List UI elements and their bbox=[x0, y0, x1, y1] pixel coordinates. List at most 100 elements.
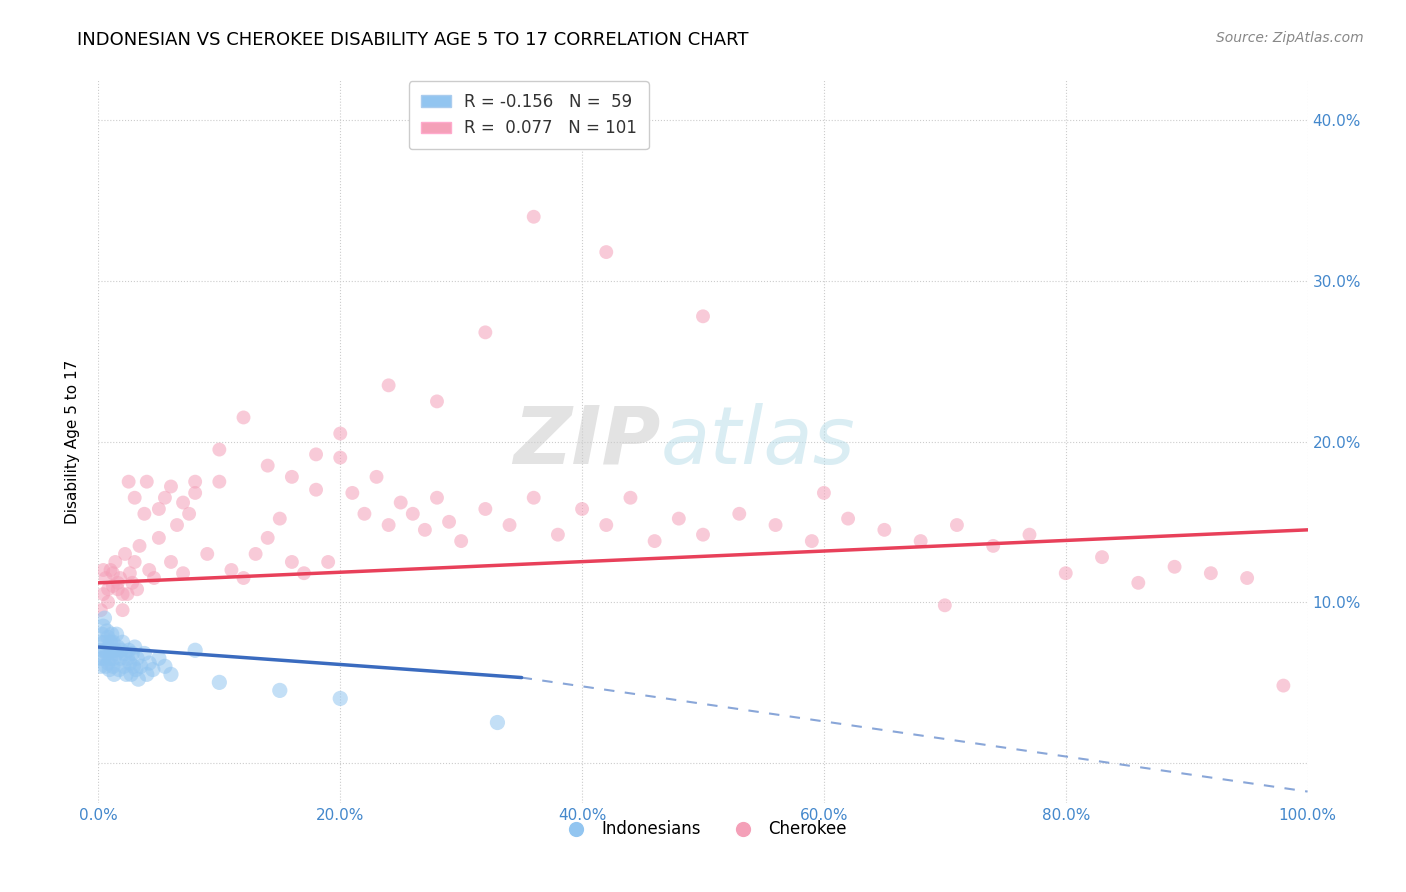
Point bbox=[837, 511, 859, 525]
Point bbox=[108, 651, 131, 665]
Point bbox=[910, 534, 932, 549]
Point bbox=[91, 651, 114, 665]
Point bbox=[486, 715, 509, 730]
Point bbox=[104, 555, 127, 569]
Point bbox=[595, 518, 617, 533]
Point bbox=[148, 502, 170, 516]
Point bbox=[1236, 571, 1258, 585]
Point bbox=[256, 458, 278, 473]
Point bbox=[100, 643, 122, 657]
Point bbox=[105, 627, 128, 641]
Point bbox=[117, 651, 139, 665]
Point bbox=[94, 659, 117, 673]
Point bbox=[329, 426, 352, 441]
Point bbox=[107, 640, 129, 654]
Point bbox=[138, 656, 160, 670]
Point bbox=[1272, 679, 1295, 693]
Point bbox=[100, 635, 122, 649]
Point bbox=[108, 571, 131, 585]
Point bbox=[353, 507, 375, 521]
Point bbox=[1018, 527, 1040, 541]
Point bbox=[728, 507, 751, 521]
Point bbox=[1163, 559, 1185, 574]
Point bbox=[134, 507, 156, 521]
Point bbox=[124, 555, 146, 569]
Point bbox=[93, 611, 115, 625]
Point bbox=[377, 378, 399, 392]
Point bbox=[94, 571, 117, 585]
Point bbox=[195, 547, 218, 561]
Point bbox=[135, 475, 157, 489]
Point bbox=[112, 659, 135, 673]
Point bbox=[377, 518, 399, 533]
Point bbox=[122, 659, 145, 673]
Point bbox=[292, 566, 315, 581]
Point bbox=[245, 547, 267, 561]
Point bbox=[184, 486, 207, 500]
Point bbox=[1054, 566, 1077, 581]
Point bbox=[426, 394, 449, 409]
Point bbox=[166, 518, 188, 533]
Point bbox=[316, 555, 339, 569]
Point bbox=[692, 527, 714, 541]
Point bbox=[105, 647, 128, 661]
Point bbox=[523, 491, 546, 505]
Point bbox=[153, 491, 176, 505]
Point bbox=[281, 555, 304, 569]
Point bbox=[120, 667, 142, 681]
Text: atlas: atlas bbox=[661, 402, 855, 481]
Point bbox=[91, 627, 114, 641]
Point bbox=[101, 659, 124, 673]
Point bbox=[934, 599, 956, 613]
Point bbox=[111, 603, 134, 617]
Point bbox=[138, 563, 160, 577]
Point bbox=[124, 491, 146, 505]
Point bbox=[121, 647, 143, 661]
Point bbox=[90, 603, 112, 617]
Point bbox=[96, 624, 118, 638]
Point bbox=[172, 566, 194, 581]
Point bbox=[474, 502, 496, 516]
Point bbox=[692, 310, 714, 324]
Point bbox=[135, 667, 157, 681]
Point bbox=[121, 575, 143, 590]
Point bbox=[94, 643, 117, 657]
Point bbox=[103, 667, 125, 681]
Point bbox=[208, 675, 231, 690]
Point bbox=[97, 582, 120, 597]
Point bbox=[91, 643, 114, 657]
Point bbox=[148, 651, 170, 665]
Point bbox=[305, 483, 328, 497]
Point bbox=[100, 627, 122, 641]
Point bbox=[89, 651, 111, 665]
Point bbox=[101, 566, 124, 581]
Point bbox=[329, 691, 352, 706]
Point bbox=[107, 582, 129, 597]
Point bbox=[118, 566, 141, 581]
Point bbox=[329, 450, 352, 465]
Point bbox=[143, 571, 166, 585]
Point bbox=[1091, 550, 1114, 565]
Point bbox=[595, 245, 617, 260]
Point bbox=[127, 582, 149, 597]
Point bbox=[571, 502, 593, 516]
Point bbox=[256, 531, 278, 545]
Point bbox=[474, 326, 496, 340]
Point bbox=[342, 486, 364, 500]
Point bbox=[127, 672, 149, 686]
Point bbox=[97, 656, 120, 670]
Point bbox=[873, 523, 896, 537]
Point bbox=[269, 511, 291, 525]
Legend: Indonesians, Cherokee: Indonesians, Cherokee bbox=[553, 814, 853, 845]
Point bbox=[114, 547, 136, 561]
Point bbox=[184, 643, 207, 657]
Point bbox=[111, 587, 134, 601]
Point bbox=[118, 643, 141, 657]
Point bbox=[118, 475, 141, 489]
Point bbox=[127, 651, 149, 665]
Point bbox=[115, 667, 138, 681]
Point bbox=[98, 663, 121, 677]
Point bbox=[104, 643, 127, 657]
Point bbox=[426, 491, 449, 505]
Point bbox=[619, 491, 641, 505]
